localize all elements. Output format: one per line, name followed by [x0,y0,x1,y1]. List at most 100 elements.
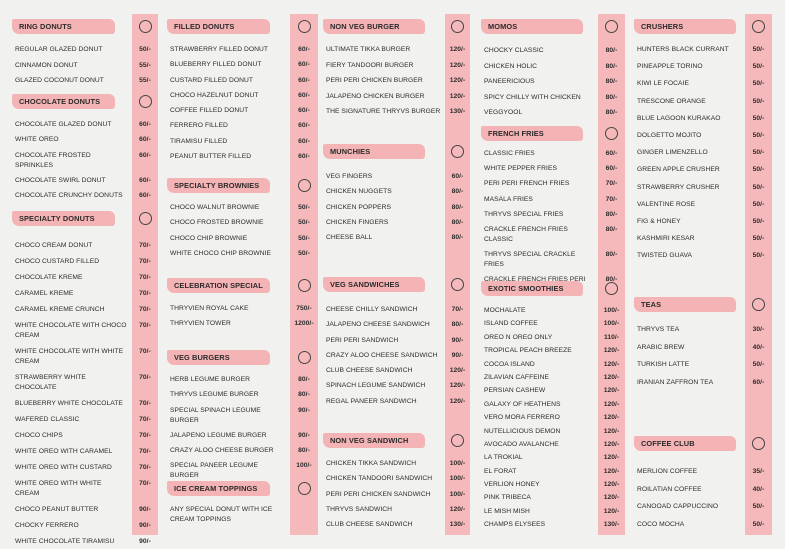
item-name: ARABIC BREW [637,343,685,351]
menu-item: WHITE CHOCOLATE TIRAMISU 90/- [15,537,158,549]
menu-item: CRAZY ALOO CHEESE BURGER 80/- [170,446,318,461]
item-price: 70/- [139,306,151,313]
item-name: TWISTED GUAVA [637,252,693,260]
section-items: CHEESE CHILLY SANDWICH 70/- JALAPENO CHEES… [326,305,470,412]
item-name: CHOCO CHIP BROWNIE [170,234,248,242]
menu-item: CARAMEL KREME 70/- [15,289,158,305]
item-price: 120/- [449,367,466,375]
item-name: SPICY CHILLY WITH CHICKEN [484,93,581,101]
item-name: CHICKEN TIKKA SANDWICH [326,460,417,467]
item-price: 50/- [752,114,765,122]
menu-item: JALAPENO LEGUME BURGER 90/- [170,431,318,446]
item-price: 120/- [449,397,466,405]
menu-item: CLUB CHEESE SANDWICH 120/- [326,366,470,381]
item-name: IRANIAN ZAFFRON TEA [637,379,714,387]
item-price: 50/- [752,183,765,191]
item-name: DOLGETTO MOJITO [637,131,702,139]
item-price: 100/- [449,460,466,467]
item-price: 60/- [298,46,310,53]
menu-item: ISLAND COFFEE 100/- [484,319,625,332]
item-price: 50/- [752,235,765,243]
item-price: 70/- [139,290,151,297]
menu-item: CARAMEL KREME CRUNCH 70/- [15,305,158,321]
menu-item: PEANUT BUTTER FILLED 60/- [170,152,318,167]
menu-item: HUNTERS BLACK CURRANT 50/- [637,45,772,62]
menu-item: TURKISH LATTE 50/- [637,360,772,378]
item-price: 80/- [451,234,464,242]
menu-item: THRYVS LEGUME BURGER 80/- [170,390,318,405]
item-price: 60/- [139,136,151,144]
item-name: ISLAND COFFEE [484,320,538,328]
item-price: 80/- [605,47,618,54]
item-price: 90/- [139,522,151,529]
item-price: 80/- [605,109,618,116]
item-name: MASALA FRIES [484,195,533,203]
item-price: 70/- [139,348,151,355]
section-icon [451,433,464,447]
item-name: CHOCO CUSTARD FILLED [15,258,100,265]
item-price: 50/- [752,252,765,260]
item-price: 60/- [139,121,151,128]
section-title: VEG SANDWICHES [323,276,425,292]
menu-item: CHOCO PEANUT BUTTER 90/- [15,505,158,521]
section-title: TEAS [634,296,736,312]
section-items: REGULAR GLAZED DONUT 50/- CINNAMON DONUT 55… [15,45,158,92]
menu-item: COCO MOCHA 50/- [637,520,772,538]
section-items: HERB LEGUME BURGER 80/- THRYVS LEGUME BURG… [170,375,318,487]
item-name: PERI PERI CHICKEN SANDWICH [326,490,431,498]
section-items: VEG FINGERS 60/- CHICKEN NUGGETS 80/- CHICKE… [326,172,470,248]
item-price: 80/- [605,78,618,85]
menu-item: CHOCO CHIP BROWNIE 50/- [170,234,318,249]
menu-item: THRYVS SPECIAL CRACKLE FRIES 80/- [484,250,625,275]
item-price: 120/- [603,373,620,381]
item-price: 100/- [449,475,466,483]
price-strip [445,14,470,535]
section-title: CELEBRATION SPECIAL [167,277,270,293]
menu-item: CHICKEN TANDOORI SANDWICH 100/- [326,474,470,489]
item-price: 50/- [298,204,310,211]
item-name: CHOCOLATE GLAZED DONUT [15,121,112,128]
menu-item: CUSTARD FILLED DONUT 60/- [170,76,318,91]
menu-item: CHEESE BALL 80/- [326,233,470,248]
menu-item: BLUEBERRY FILLED DONUT 60/- [170,60,318,75]
menu-item: CHICKEN TIKKA SANDWICH 100/- [326,459,470,474]
item-name: CHOCO FROSTED BROWNIE [170,219,264,227]
menu-item: CHOCOLATE GLAZED DONUT 60/- [15,120,158,135]
item-name: CHOCO HAZELNUT DONUT [170,91,259,99]
item-price: 120/- [603,400,620,408]
item-price: 50/- [752,521,765,529]
item-name: ZILAVIAN CAFFEINE [484,373,550,381]
menu-item: PANEERICIOUS 80/- [484,77,625,93]
item-name: GLAZED COCONUT DONUT [15,77,104,84]
section-icon [297,178,311,192]
item-name: EL FORAT [484,467,517,475]
item-name: WAFERED CLASSIC [15,416,80,423]
section-title: MOMOS [481,18,583,34]
item-price: 60/- [139,176,151,184]
menu-item: THRYVS SPECIAL FRIES 80/- [484,210,625,225]
item-name: CRAZY ALOO CHEESE SANDWICH [326,351,438,359]
menu-item: BLUEBERRY WHITE CHOCOLATE 70/- [15,399,158,415]
item-name: TROPICAL PEACH BREEZE [484,347,572,355]
menu-item: LE MISH MISH 120/- [484,507,625,520]
item-price: 120/- [603,507,620,515]
item-name: PANEERICIOUS [484,78,535,85]
section-icon [605,19,618,33]
section-title: EXOTIC SMOOTHIES [481,280,583,296]
item-price: 100/- [603,320,620,328]
menu-item: CHOCOLATE SWIRL DONUT 60/- [15,176,158,191]
menu-item: VERO MORA FERRERO 120/- [484,413,625,426]
menu-item: CHOCOLATE FROSTED SPRINKLES 60/- [15,151,158,176]
menu-item: TIRAMISU FILLED 60/- [170,137,318,152]
item-price: 80/- [298,391,310,399]
menu-item: MOCHALATE 100/- [484,306,625,319]
item-price: 80/- [605,276,618,284]
section-title: MUNCHIES [323,143,425,159]
item-price: 130/- [449,108,466,115]
menu-item: OREO N OREO ONLY 110/- [484,333,625,346]
menu-item: SPECIAL SPINACH LEGUME BURGER 90/- [170,406,318,431]
menu-item: CHOCO WALNUT BROWNIE 50/- [170,203,318,218]
menu-item: WHITE CHOCO CHIP BROWNIE 50/- [170,249,318,264]
item-name: THRYVS TEA [637,326,680,333]
